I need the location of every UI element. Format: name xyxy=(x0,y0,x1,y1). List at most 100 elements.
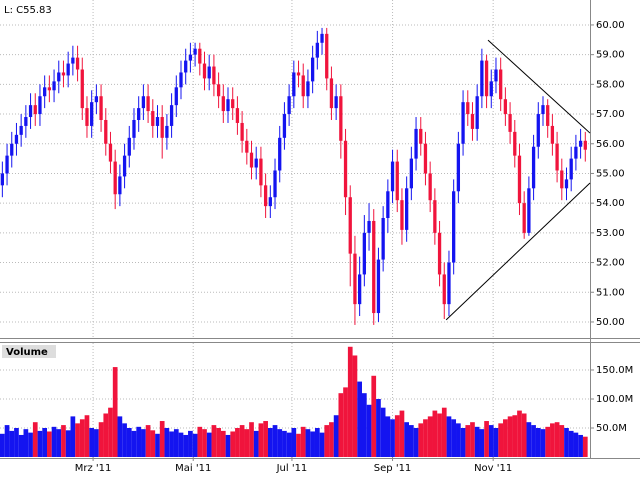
volume-bar xyxy=(150,430,156,457)
volume-bar xyxy=(164,427,170,457)
candle-body xyxy=(216,84,221,97)
candle-body xyxy=(560,170,564,189)
volume-bar xyxy=(479,429,485,457)
candle-body xyxy=(320,33,324,43)
candle-body xyxy=(400,200,404,230)
candle-body xyxy=(212,66,216,85)
volume-bar xyxy=(545,426,551,457)
candle-body xyxy=(456,143,461,192)
candle-body xyxy=(169,105,174,126)
candle-body xyxy=(574,146,578,159)
volume-bar xyxy=(173,429,179,457)
candle-body xyxy=(207,66,211,79)
y-tick-label: 51.00 xyxy=(596,287,625,298)
candle-body xyxy=(522,203,526,233)
volume-bar xyxy=(517,410,522,457)
candle-body xyxy=(546,105,550,126)
candle-body xyxy=(226,99,230,112)
candle-body xyxy=(564,179,569,189)
x-tick-label: Sep '11 xyxy=(374,463,412,474)
volume-bar xyxy=(122,423,127,457)
candle-body xyxy=(94,96,99,103)
candle-body xyxy=(155,117,160,126)
candle-body xyxy=(409,158,413,189)
candle-body xyxy=(517,155,522,204)
candle-body xyxy=(141,96,146,109)
volume-bar xyxy=(423,419,428,457)
volume-bar xyxy=(65,430,71,457)
candle-body xyxy=(386,191,390,219)
volume-bar xyxy=(112,367,118,457)
candle-body xyxy=(118,176,122,195)
volume-bar xyxy=(418,423,424,457)
volume-bar xyxy=(51,426,57,457)
candle-body xyxy=(296,72,301,76)
y-tick-label: 56.00 xyxy=(596,139,625,150)
candle-body xyxy=(113,161,117,195)
volume-bar xyxy=(531,425,536,457)
volume-bar xyxy=(456,423,461,457)
x-tick-label: Nov '11 xyxy=(474,463,512,474)
volume-bar xyxy=(329,422,334,457)
volume-bar xyxy=(432,410,438,457)
candle-body xyxy=(531,146,536,189)
candle-body xyxy=(447,262,451,305)
candle-body xyxy=(80,69,84,109)
volume-bar xyxy=(413,427,419,457)
candle-body xyxy=(555,143,559,171)
volume-bar xyxy=(498,423,504,457)
volume-bar xyxy=(404,422,410,457)
candle-body xyxy=(282,114,287,138)
y-tick-label: 50.00 xyxy=(596,317,625,328)
volume-bar xyxy=(291,427,297,457)
candle-body xyxy=(71,57,75,64)
candle-body xyxy=(85,108,89,126)
candle-body xyxy=(527,188,531,233)
volume-bar xyxy=(366,404,372,457)
volume-bar xyxy=(282,430,287,457)
candle-body xyxy=(240,122,244,141)
volume-bar xyxy=(305,429,311,457)
volume-bar xyxy=(4,425,10,457)
candle-body xyxy=(198,48,202,64)
candle-body xyxy=(583,140,587,150)
volume-bar xyxy=(28,432,33,457)
volume-bar xyxy=(141,429,146,457)
y-tick-label: 55.00 xyxy=(596,168,625,179)
candle-body xyxy=(433,200,437,233)
volume-bar xyxy=(70,416,76,457)
candle-body xyxy=(231,99,235,109)
volume-bar xyxy=(267,427,273,457)
volume-bar xyxy=(409,425,414,457)
volume-bar xyxy=(380,407,386,457)
candle-body xyxy=(484,60,489,97)
candle-body xyxy=(536,114,540,147)
volume-bar xyxy=(155,433,160,457)
candle-body xyxy=(395,161,399,201)
volume-bar xyxy=(98,422,104,457)
candle-body xyxy=(151,111,155,126)
candle-body xyxy=(52,81,56,91)
candle-body xyxy=(329,78,334,109)
volume-bar xyxy=(197,426,203,457)
volume-bar xyxy=(0,433,5,457)
volume-bar xyxy=(526,422,532,457)
volume-bar xyxy=(9,430,15,457)
volume-bar xyxy=(437,413,442,457)
candle-body xyxy=(108,143,113,162)
candle-body xyxy=(489,81,493,97)
candle-body xyxy=(357,274,362,305)
volume-bar xyxy=(296,433,301,457)
volume-bar xyxy=(211,425,217,457)
candle-body xyxy=(390,161,395,192)
volume-bar xyxy=(37,430,43,457)
volume-bar xyxy=(582,436,588,457)
candle-body xyxy=(268,197,272,207)
candle-body xyxy=(0,173,4,186)
candle-body xyxy=(466,102,470,115)
volume-bar xyxy=(554,422,560,457)
candle-body xyxy=(442,274,446,305)
candle-body xyxy=(461,102,465,144)
volume-bar xyxy=(32,422,38,457)
